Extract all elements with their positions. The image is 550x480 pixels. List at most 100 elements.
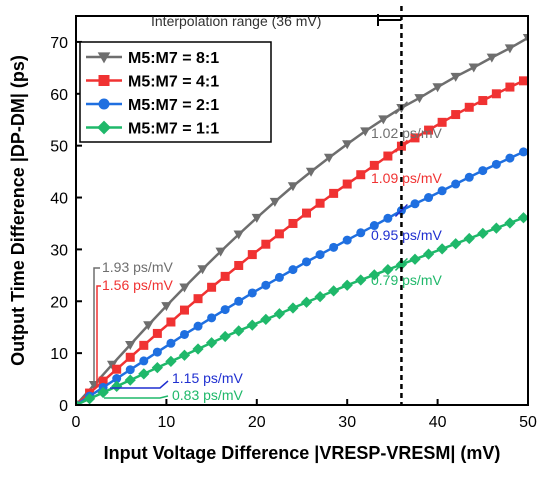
annotation-leader-4 bbox=[104, 395, 169, 399]
data-point bbox=[436, 243, 448, 255]
data-point bbox=[410, 199, 420, 209]
data-point bbox=[83, 393, 96, 405]
annotation-layer: 1.93 ps/mV 1.56 ps/mV 1.15 ps/mV0.83 ps/mV… bbox=[93, 101, 442, 403]
data-point bbox=[518, 147, 528, 157]
data-point bbox=[490, 222, 502, 234]
y-tick-label: 70 bbox=[50, 35, 68, 52]
data-point bbox=[197, 265, 208, 275]
legend-marker bbox=[98, 75, 110, 86]
data-point bbox=[342, 235, 352, 245]
tick-layer: 0 10 20 30 40 50 0 10 20 30 40 50 60 70 bbox=[50, 35, 537, 431]
data-point bbox=[251, 213, 262, 223]
annotation-leader-1 bbox=[93, 267, 100, 387]
data-point bbox=[432, 83, 443, 93]
data-point bbox=[234, 296, 244, 306]
legend-label: M5:M7 = 1:1 bbox=[128, 121, 219, 138]
data-point bbox=[468, 63, 479, 73]
data-point bbox=[233, 325, 245, 337]
y-tick-label: 40 bbox=[50, 191, 68, 208]
y-tick-label: 20 bbox=[50, 294, 68, 311]
data-point bbox=[274, 229, 284, 239]
data-point bbox=[383, 213, 393, 223]
interpolation-range: Interpolation range (36 mV) bbox=[151, 6, 403, 405]
data-point bbox=[422, 248, 435, 260]
data-point bbox=[112, 364, 122, 374]
data-point bbox=[125, 365, 135, 375]
data-point bbox=[139, 340, 149, 350]
data-point bbox=[383, 151, 393, 161]
legend-label: M5:M7 = 8:1 bbox=[128, 50, 219, 67]
data-point bbox=[355, 274, 367, 286]
data-point bbox=[504, 44, 516, 54]
legend-marker bbox=[97, 52, 111, 64]
data-point bbox=[409, 253, 421, 265]
data-point bbox=[165, 355, 177, 368]
data-point bbox=[342, 179, 352, 189]
data-point bbox=[220, 271, 230, 281]
data-point bbox=[302, 257, 312, 267]
data-point bbox=[138, 368, 150, 380]
data-point bbox=[522, 33, 528, 43]
data-point bbox=[369, 160, 379, 170]
data-point bbox=[179, 329, 189, 339]
data-point bbox=[369, 221, 379, 231]
data-point bbox=[315, 250, 325, 260]
data-point bbox=[288, 265, 298, 275]
legend-marker bbox=[98, 98, 110, 110]
data-point bbox=[205, 337, 218, 349]
data-point bbox=[341, 279, 353, 291]
data-point bbox=[437, 117, 447, 127]
data-point bbox=[463, 232, 475, 245]
annotation-slope-8: 0.79 ps/mV bbox=[371, 272, 442, 288]
y-tick-label: 30 bbox=[50, 242, 68, 259]
x-tick-label: 50 bbox=[519, 414, 537, 431]
x-tick-label: 30 bbox=[338, 414, 356, 431]
data-point bbox=[179, 283, 190, 293]
data-point bbox=[125, 341, 136, 351]
annotation-mark-7 bbox=[394, 203, 408, 218]
data-point bbox=[215, 247, 226, 257]
interpolation-label: Interpolation range (36 mV) bbox=[151, 13, 321, 29]
series-line bbox=[76, 79, 525, 405]
data-point bbox=[124, 374, 136, 386]
data-point bbox=[220, 305, 230, 315]
data-point bbox=[261, 239, 271, 249]
data-point bbox=[143, 321, 154, 331]
data-point bbox=[273, 308, 286, 320]
y-axis-title: Output Time Difference |DP-DM| (ps) bbox=[8, 55, 28, 366]
data-point bbox=[504, 217, 516, 229]
data-point bbox=[450, 238, 462, 250]
series-3 bbox=[76, 147, 528, 405]
data-point bbox=[491, 89, 501, 99]
data-point bbox=[451, 110, 461, 120]
y-tick-label: 10 bbox=[50, 346, 68, 363]
data-point bbox=[274, 272, 284, 282]
data-point bbox=[518, 76, 528, 86]
legend-label: M5:M7 = 2:1 bbox=[128, 97, 219, 114]
data-point bbox=[152, 347, 162, 357]
data-point bbox=[233, 230, 244, 240]
annotation-slope-2: 1.56 ps/mV bbox=[102, 277, 173, 293]
plot-frame bbox=[75, 15, 529, 406]
legend-box bbox=[79, 41, 272, 143]
annotation-slope-7: 0.95 ps/mV bbox=[371, 227, 442, 243]
annotation-slope-3: 1.15 ps/mV bbox=[172, 370, 243, 386]
data-point bbox=[261, 280, 271, 290]
y-tick-label: 0 bbox=[59, 398, 68, 415]
annotation-slope-4: 0.83 ps/mV bbox=[172, 387, 243, 403]
data-point bbox=[300, 296, 313, 308]
data-point bbox=[247, 288, 257, 298]
data-point bbox=[305, 167, 317, 177]
data-point bbox=[125, 352, 135, 362]
data-point bbox=[247, 250, 257, 260]
data-point bbox=[505, 82, 515, 92]
data-point bbox=[342, 140, 353, 150]
x-tick-label: 20 bbox=[248, 414, 266, 431]
data-point bbox=[193, 321, 203, 331]
annotation-slope-6: 1.09 ps/mV bbox=[371, 170, 442, 186]
series-2 bbox=[76, 76, 528, 405]
series-line bbox=[76, 216, 524, 405]
data-point bbox=[207, 282, 217, 292]
data-point bbox=[505, 153, 515, 163]
